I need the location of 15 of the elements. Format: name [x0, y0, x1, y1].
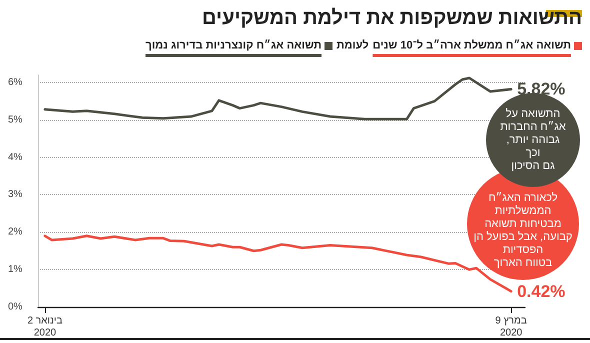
- data-label: 0.42%: [517, 282, 566, 301]
- annotation: לכאורה האג״ח הממשלתיות מבטיחות תשואה קבועה, אבל בפועל הן הפסדיות בטווח הארוך: [474, 192, 572, 269]
- y-tick-label: 3%: [8, 189, 23, 200]
- annotation: התשואה על אג״ח החברות גבוהה יותר, וכך גם הסיכון: [500, 108, 566, 172]
- legend-label: תשואה אג״ח ממשלת ארה״ב ל־10 שנים: [372, 40, 572, 52]
- chart-title: התשואות שמשקפות את דילמת המשקיעים: [202, 7, 582, 29]
- y-tick-label: 0%: [8, 302, 23, 312]
- chart-subtitle: לעומת: [336, 40, 369, 52]
- y-tick-label: 4%: [8, 152, 23, 163]
- y-tick-label: 1%: [8, 264, 23, 276]
- data-label: 5.82%: [517, 80, 566, 99]
- y-tick-label: 5%: [8, 114, 23, 126]
- y-tick-label: 2%: [8, 226, 23, 238]
- legend-label: תשואה אג״ח קונצרניות בדירוג נמוך: [146, 40, 322, 52]
- y-tick-label: 6%: [8, 76, 23, 88]
